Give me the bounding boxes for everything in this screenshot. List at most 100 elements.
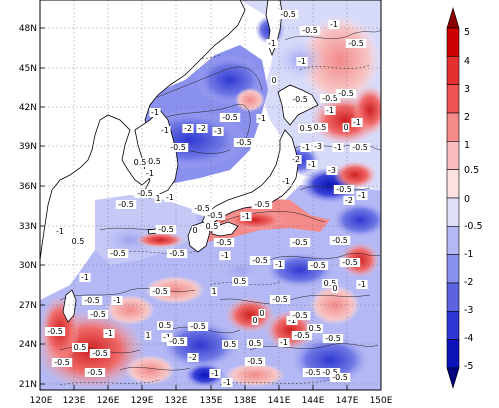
contour-label-bg [269,295,291,304]
colorbar-swatch [446,282,460,312]
lat-label: 33N [19,222,37,232]
contour-label-bg [289,95,311,104]
contour-label-bg [351,118,363,127]
contour-label-bg [266,39,278,48]
colorbar-swatch [446,141,460,170]
contour-label: 0 [332,284,337,293]
contour-label-bg [191,226,199,235]
contour-label: -0.5 [280,10,296,19]
colorbar-swatch [446,27,460,57]
contour-label: -0.5 [169,249,185,258]
contour-label-bg [212,127,224,136]
colorbar-label: -4 [464,333,473,344]
contour-label: -0.5 [84,296,100,305]
contour-label-bg [342,123,350,132]
colorbar-swatch [446,6,460,29]
contour-label: -0.5 [252,256,268,265]
colorbar-label: -1 [464,249,473,260]
colorbar-label: -0.5 [464,221,483,232]
contour-label-bg [103,329,115,338]
contour-label-bg [111,296,123,305]
contour-label: -1 [326,106,334,115]
contour-label-bg [182,124,194,133]
contour-label-bg [307,261,329,270]
contour-label-bg [157,321,173,330]
contour-label: 0.5 [74,343,87,352]
shikoku-island [211,221,239,237]
contour-label: 0.5 [206,222,219,231]
contour-label-bg [81,296,103,305]
contour-label: -0.5 [169,337,185,346]
contour-label-bg [54,227,66,236]
contour-label: -0.5 [145,157,161,166]
contour-label-bg [278,338,290,347]
contour-label: -1 [81,273,89,282]
contour-label-bg [70,237,86,246]
lon-label: 132E [165,396,188,406]
contour-label-bg [319,368,341,377]
contour-label: -0.5 [292,238,308,247]
lon-label: 120E [30,396,53,406]
contour-label: -0.5 [207,211,223,220]
contour-label: -0.5 [272,295,288,304]
contour-label: 0 [259,309,264,318]
lat-label: 27N [19,301,37,311]
contour-label-bg [154,194,162,203]
colorbar-label: 3 [464,84,470,95]
colorbar-label: 4 [464,56,470,67]
contour-label-bg [333,185,355,194]
contour-label: 0.5 [324,279,337,288]
contour-label-bg [356,191,368,200]
contour-label: -1 [298,57,306,66]
colorbar-swatch [446,339,460,369]
contour-label: -0.5 [352,143,368,152]
contour-label: -1 [211,369,219,378]
colorbar: 5 4 3 2 1 0.5 0 -0.5 -1 -2 -3 -4 -5 [446,6,483,390]
map-frame [39,0,382,391]
contour-label: 0 [192,226,197,235]
contour-label-bg [280,177,292,186]
contour-label: -0.5 [47,327,63,336]
contour-label-bg [273,260,285,269]
contour-label-bg [300,143,312,152]
contour-label-bg [345,39,367,48]
contour-label-bg [247,339,263,348]
contour-label: -3 [214,127,222,136]
contour-label-bg [187,322,209,331]
contour-label: -0.5 [322,94,338,103]
contour-label-bg [232,277,248,286]
lat-label: 42N [19,103,37,113]
colorbar-label: -3 [464,305,473,316]
contour-label-bg [166,337,188,346]
contour-label: -1 [282,177,290,186]
contour-label-bg [299,26,321,35]
contour-label-bg [144,169,156,178]
contour-label: -0.5 [332,373,348,382]
contour-label-bg [322,334,344,343]
contour-label: -1 [334,143,342,152]
colorbar-swatch [446,56,460,85]
contour-label-bg [44,327,66,336]
contour-label: -0.5 [294,331,310,340]
contour-label-bg [349,143,371,152]
contour-label-bg [79,273,91,282]
lon-label: 147E [336,396,359,406]
contour-label-bg [326,166,338,175]
contour-label-bg [343,196,355,205]
lon-label: 144E [302,396,325,406]
contour-label-bg [289,238,311,247]
contour-label-bg [210,287,218,296]
contour-label-bg [324,106,336,115]
contour-label-bg [306,160,318,169]
lon-label: 123E [63,396,86,406]
contour-label-bg [298,124,314,133]
contour-label: -1 [113,296,121,305]
contour-label-bg [277,10,299,19]
contour-label-bg [166,249,188,258]
colorbar-label: 5 [464,27,470,38]
contour-label: -0.5 [170,143,186,152]
colorbar-label: -2 [464,277,473,288]
colorbar-label: 1 [464,140,470,151]
lat-label: 48N [19,24,37,34]
contour-label-bg [196,124,208,133]
